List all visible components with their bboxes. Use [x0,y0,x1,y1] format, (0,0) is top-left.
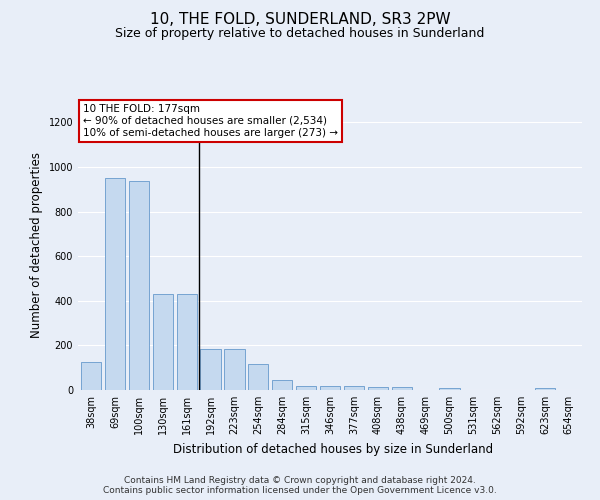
Bar [296,386,316,390]
Text: Contains HM Land Registry data © Crown copyright and database right 2024.
Contai: Contains HM Land Registry data © Crown c… [103,476,497,495]
Bar [439,388,460,390]
Bar [176,294,197,390]
Text: 10, THE FOLD, SUNDERLAND, SR3 2PW: 10, THE FOLD, SUNDERLAND, SR3 2PW [149,12,451,28]
Bar [81,362,101,390]
Bar [272,380,292,390]
Text: 10 THE FOLD: 177sqm
← 90% of detached houses are smaller (2,534)
10% of semi-det: 10 THE FOLD: 177sqm ← 90% of detached ho… [83,104,338,138]
Text: Distribution of detached houses by size in Sunderland: Distribution of detached houses by size … [173,442,493,456]
Y-axis label: Number of detached properties: Number of detached properties [30,152,43,338]
Bar [152,294,173,390]
Text: Size of property relative to detached houses in Sunderland: Size of property relative to detached ho… [115,28,485,40]
Bar [200,348,221,390]
Bar [392,386,412,390]
Bar [129,182,149,390]
Bar [224,348,245,390]
Bar [368,386,388,390]
Bar [248,364,268,390]
Bar [535,388,555,390]
Bar [105,178,125,390]
Bar [320,386,340,390]
Bar [344,386,364,390]
